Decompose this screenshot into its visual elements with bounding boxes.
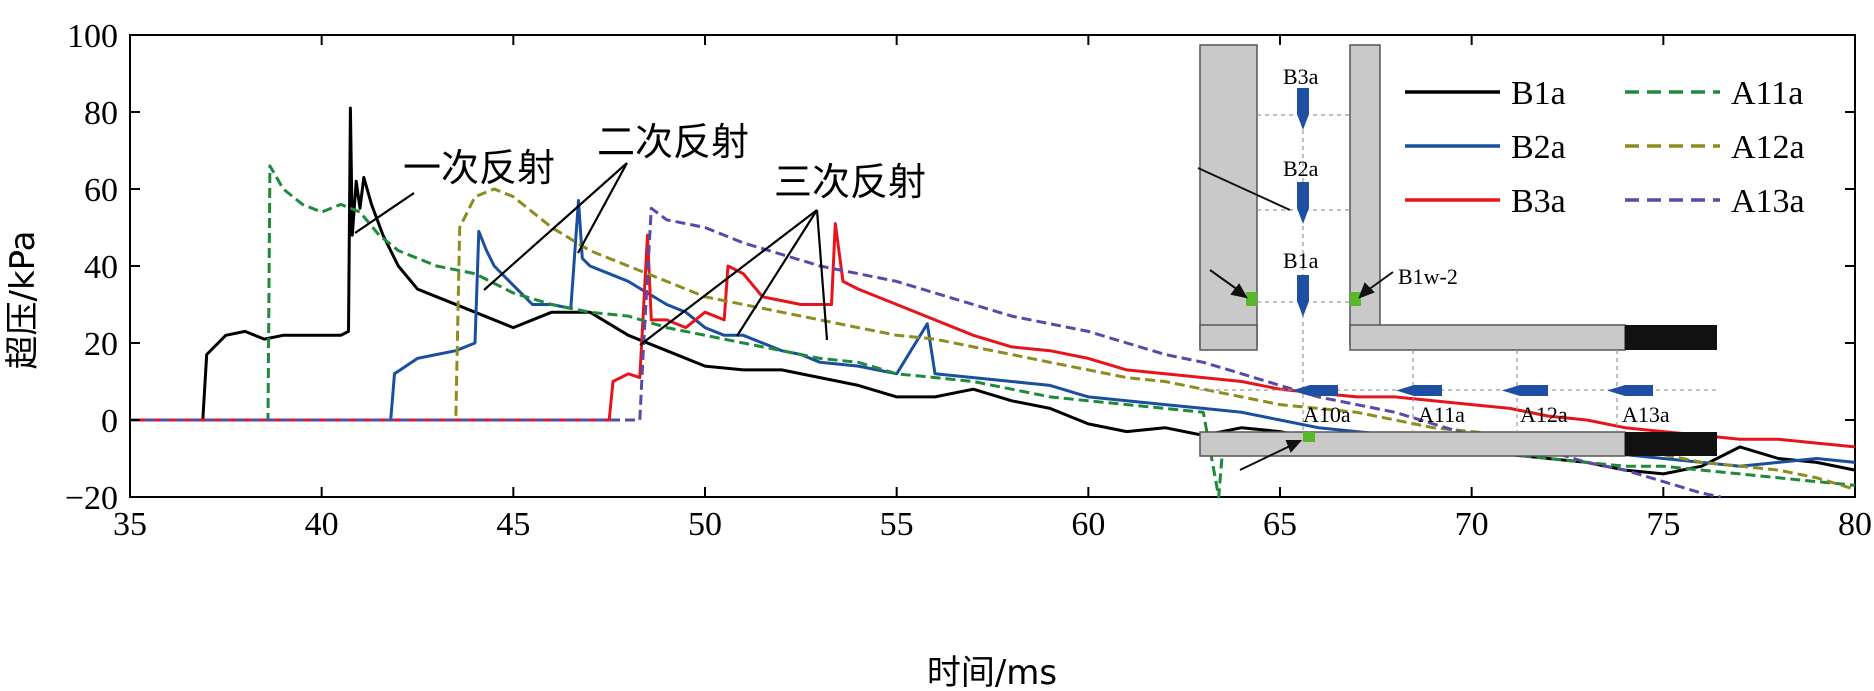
inset-label-b2a: B2a	[1283, 156, 1319, 181]
inset-left-base	[1199, 324, 1258, 351]
inset-label-b3a: B3a	[1283, 64, 1319, 89]
inset-label-a12a: A12a	[1520, 402, 1568, 427]
annotation-first-reflection: 一次反射	[403, 146, 555, 190]
arrow-left-icon	[1292, 385, 1338, 396]
inset-label-a13a: A13a	[1622, 402, 1670, 427]
arrow-down-icon	[1297, 182, 1309, 224]
inset-label-b1a: B1a	[1283, 248, 1319, 273]
pointer-arrowhead	[1285, 440, 1303, 453]
pointer-arrowhead	[1358, 282, 1375, 299]
legend: B1a B2a B3a A11a A12a A13a	[1405, 75, 1805, 220]
x-tick-label: 35	[113, 506, 147, 543]
x-tick-label: 55	[880, 506, 914, 543]
y-tick-label: 60	[84, 172, 118, 209]
annotations: 一次反射 二次反射 三次反射	[354, 120, 926, 346]
inset-upper-wall-end	[1625, 325, 1717, 350]
plot-border	[129, 34, 1856, 498]
y-tick-label: 80	[84, 95, 118, 132]
arrow-left-icon	[1502, 385, 1548, 396]
x-tick-label: 50	[688, 506, 722, 543]
plot-frame	[129, 34, 1856, 498]
arrow-left-icon	[1607, 385, 1653, 396]
legend-label-b1a: B1a	[1511, 75, 1566, 112]
legend-label-a12a: A12a	[1731, 129, 1805, 166]
series-line-a11a	[130, 164, 1856, 499]
x-tick-label: 75	[1646, 506, 1680, 543]
y-tick-label: 40	[84, 249, 118, 286]
inset-sensor-mark	[1246, 292, 1257, 306]
x-tick-label: 60	[1071, 506, 1105, 543]
series-line-b3a	[130, 222, 1856, 449]
inset-bottom-wall	[1199, 431, 1626, 457]
inset-label-a11a: A11a	[1418, 402, 1465, 427]
legend-label-a13a: A13a	[1731, 183, 1805, 220]
x-axis-title: 时间/ms	[927, 653, 1057, 691]
y-tick-label: −20	[65, 480, 118, 517]
inset-bottom-wall-end	[1625, 432, 1717, 456]
inset-sensor-mark	[1303, 432, 1315, 442]
y-tick-label: 0	[101, 403, 118, 440]
x-tick-label: 45	[496, 506, 530, 543]
ticks-layer: 35 40 45 50 55 60 65 70 75 80 −20 0 20 40 60 80 100	[65, 18, 1872, 543]
inset-sensor-mark	[1350, 292, 1361, 306]
x-tick-label: 40	[305, 506, 339, 543]
arrow-down-icon	[1297, 88, 1309, 130]
y-axis-title: 超压/kPa	[3, 231, 43, 370]
x-tick-label: 65	[1263, 506, 1297, 543]
inset-upper-wall	[1349, 324, 1626, 351]
legend-label-b2a: B2a	[1511, 129, 1566, 166]
arrow-down-icon	[1297, 275, 1309, 317]
legend-label-a11a: A11a	[1731, 75, 1803, 112]
inset-label-a10a: A10a	[1303, 402, 1351, 427]
y-tick-label: 100	[67, 18, 118, 55]
legend-label-b3a: B3a	[1511, 183, 1566, 220]
y-tick-label: 20	[84, 326, 118, 363]
pointer-arrowhead	[1230, 283, 1249, 299]
annotation-third-reflection: 三次反射	[774, 160, 926, 204]
inset-label-b1w2: B1w-2	[1398, 264, 1458, 289]
x-tick-label: 80	[1838, 506, 1872, 543]
arrow-left-icon	[1396, 385, 1442, 396]
x-tick-label: 70	[1455, 506, 1489, 543]
tunnel-schematic-inset: B3a B2a B1a B1w-2 A10a A11a A12a A13a	[1197, 44, 1717, 471]
annotation-second-reflection: 二次反射	[597, 120, 749, 164]
